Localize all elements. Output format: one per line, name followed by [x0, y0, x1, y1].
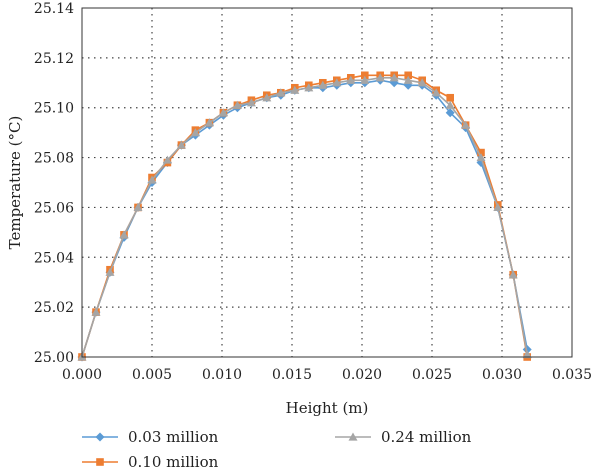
legend-item: 0.10 million [82, 453, 219, 471]
y-tick-label: 25.12 [34, 51, 74, 67]
legend: 0.03 million 0.24 million 0.10 million [82, 428, 472, 471]
data-point [133, 202, 143, 212]
x-tick-label: 0.035 [552, 367, 592, 383]
x-tick-label: 0.030 [482, 367, 522, 383]
data-point [176, 140, 186, 149]
data-point [476, 153, 486, 162]
data-point [522, 350, 532, 359]
data-point [318, 80, 328, 89]
y-tick-label: 25.02 [34, 300, 74, 316]
data-point [389, 73, 399, 82]
x-tick-label: 0.020 [342, 367, 382, 383]
data-point [190, 128, 200, 137]
data-point [262, 93, 272, 102]
legend-marker [96, 458, 104, 466]
plot-frame [81, 7, 573, 358]
data-point [147, 175, 157, 184]
data-point [417, 78, 427, 87]
data-point [445, 108, 455, 118]
data-point [232, 100, 242, 109]
data-point [162, 155, 172, 164]
x-tick-label: 0.005 [132, 367, 172, 383]
y-tick-label: 25.08 [34, 151, 74, 167]
data-point [105, 267, 115, 276]
series-line [81, 77, 528, 358]
series-1 [77, 75, 532, 362]
data-point [493, 202, 503, 212]
data-point [375, 73, 385, 82]
y-tick-label: 25.06 [34, 200, 74, 216]
y-tick-label: 25.10 [34, 101, 74, 117]
data-point [403, 75, 413, 84]
x-tick-label: 0.025 [412, 367, 452, 383]
series-layer [77, 71, 532, 362]
data-point [431, 88, 441, 97]
data-point [361, 71, 369, 80]
data-point [276, 88, 286, 97]
data-point [246, 98, 256, 107]
data-point [304, 83, 314, 92]
series-line [81, 79, 528, 358]
x-tick-label: 0.000 [62, 367, 102, 383]
data-point [508, 270, 518, 279]
legend-marker [95, 432, 105, 442]
data-point [346, 75, 356, 84]
data-point [445, 100, 455, 109]
grid-lines [82, 8, 572, 357]
y-axis-label: Temperature (°C) [6, 116, 24, 250]
y-tick-label: 25.14 [34, 1, 74, 17]
tick-labels: 0.000 0.005 0.010 0.015 0.020 0.025 0.030 0.035… [34, 1, 592, 383]
legend-item: 0.24 million [335, 428, 472, 446]
data-point [477, 148, 485, 157]
x-axis-label: Height (m) [286, 399, 369, 417]
data-point [360, 75, 370, 84]
data-point [91, 307, 101, 316]
series-2 [78, 71, 531, 361]
legend-label: 0.24 million [381, 428, 472, 446]
x-tick-label: 0.010 [202, 367, 242, 383]
data-point [461, 120, 471, 129]
legend-marker [348, 432, 358, 441]
data-point [404, 71, 412, 80]
data-point [119, 230, 129, 239]
x-tick-label: 0.015 [272, 367, 312, 383]
data-point [290, 85, 300, 94]
y-tick-label: 25.00 [34, 350, 74, 366]
legend-item: 0.03 million [82, 428, 219, 446]
legend-label: 0.10 million [128, 453, 219, 471]
data-point [446, 93, 454, 102]
data-point [204, 118, 214, 127]
y-tick-label: 25.04 [34, 250, 74, 266]
data-point [218, 108, 228, 117]
legend-label: 0.03 million [128, 428, 219, 446]
data-point [332, 78, 342, 87]
series-3 [77, 73, 532, 361]
